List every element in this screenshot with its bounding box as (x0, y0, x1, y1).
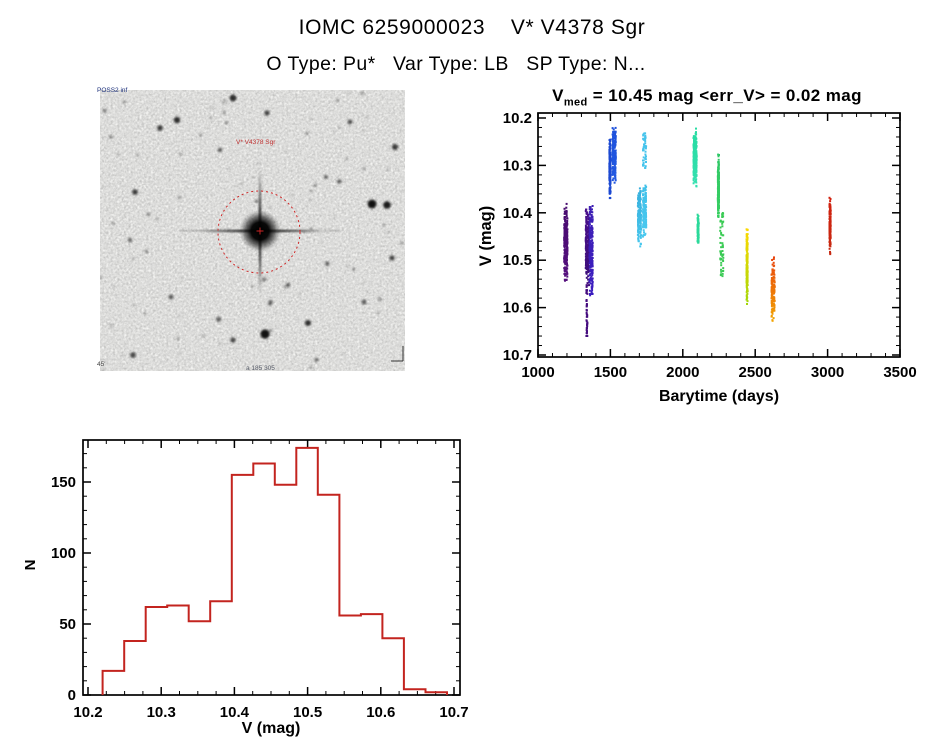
finding-chart: POSS2 inf V* V4378 Sgr a 185 305 45' (97, 87, 405, 372)
histogram-y-axis-label: N (22, 559, 39, 571)
svg-text:3500: 3500 (883, 364, 916, 381)
histogram-plot: 10.2 10.3 10.4 10.5 10.6 10.7 0 50 100 150 (51, 439, 469, 721)
star-field-image (100, 90, 405, 371)
svg-text:10.4: 10.4 (503, 205, 533, 222)
svg-text:0: 0 (68, 687, 76, 704)
page-title: IOMC 6259000023 V* V4378 Sgr (298, 16, 646, 39)
survey-label: POSS2 inf (97, 87, 128, 94)
svg-text:100: 100 (51, 545, 76, 562)
coords-label: a 185 305 (246, 365, 275, 372)
svg-text:1500: 1500 (594, 364, 627, 381)
svg-text:10.2: 10.2 (73, 704, 102, 721)
histogram-x-axis-label: V (mag) (241, 720, 301, 737)
svg-text:10.5: 10.5 (293, 704, 322, 721)
svg-text:50: 50 (59, 616, 76, 633)
svg-text:150: 150 (51, 474, 76, 491)
svg-text:10.5: 10.5 (503, 252, 532, 269)
scale-label: 45' (97, 361, 106, 368)
svg-text:10.6: 10.6 (503, 300, 532, 317)
svg-text:2000: 2000 (666, 364, 699, 381)
target-label: V* V4378 Sgr (236, 139, 276, 146)
light-curve-title-text: = 10.45 mag <err_V> = 0.02 mag (587, 86, 862, 105)
lc-data-points (563, 126, 832, 337)
svg-text:10.4: 10.4 (220, 704, 250, 721)
svg-text:10.6: 10.6 (366, 704, 395, 721)
svg-text:10.7: 10.7 (439, 704, 468, 721)
target-circle (217, 190, 301, 274)
histogram-bars (101, 446, 448, 695)
vmed-symbol: V (552, 86, 564, 105)
page-subtitle: O Type: Pu* Var Type: LB SP Type: N... (266, 53, 646, 75)
vmed-subscript: med (563, 96, 588, 109)
svg-text:1000: 1000 (521, 364, 554, 381)
svg-text:10.7: 10.7 (503, 347, 532, 364)
hist-axes (82, 439, 461, 696)
light-curve-x-axis-label: Barytime (days) (658, 388, 780, 405)
svg-text:10.3: 10.3 (503, 157, 532, 174)
light-curve-plot: 1000 1500 2000 2500 3000 3500 10.2 10.3 10.4 10.5… (503, 110, 917, 381)
svg-text:3000: 3000 (811, 364, 844, 381)
light-curve-title: Vmed = 10.45 mag <err_V> = 0.02 mag (470, 86, 944, 108)
svg-text:2500: 2500 (739, 364, 772, 381)
svg-text:10.3: 10.3 (147, 704, 176, 721)
svg-text:10.2: 10.2 (503, 110, 532, 127)
image-scale-mark (391, 346, 404, 362)
lc-axes (537, 112, 901, 358)
